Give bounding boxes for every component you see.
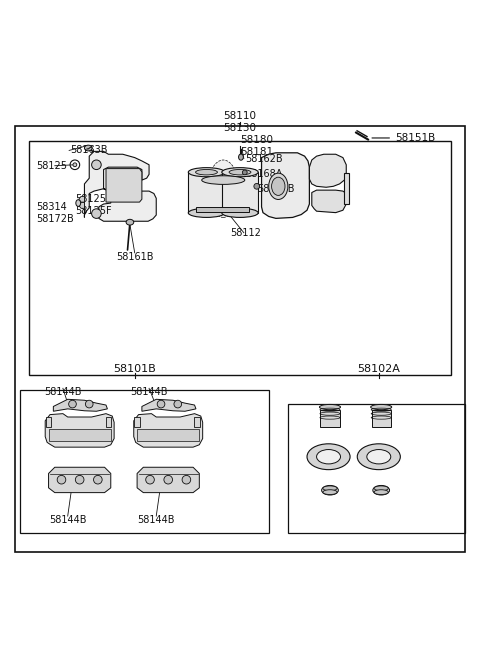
Polygon shape <box>137 429 199 441</box>
Text: 58168A: 58168A <box>245 170 282 179</box>
Circle shape <box>92 209 101 218</box>
Bar <box>106 417 111 427</box>
Text: 58144B: 58144B <box>130 387 168 397</box>
Polygon shape <box>262 153 310 218</box>
Circle shape <box>75 476 84 484</box>
Bar <box>288 404 465 533</box>
Ellipse shape <box>229 170 251 175</box>
Ellipse shape <box>374 490 388 495</box>
Ellipse shape <box>195 170 217 175</box>
Ellipse shape <box>371 404 392 409</box>
Ellipse shape <box>222 208 258 217</box>
Ellipse shape <box>322 485 338 495</box>
Polygon shape <box>84 151 156 221</box>
Ellipse shape <box>374 486 388 491</box>
Text: 58161B: 58161B <box>116 252 154 261</box>
Ellipse shape <box>320 404 340 409</box>
Circle shape <box>57 476 66 484</box>
Text: 58163B: 58163B <box>70 145 108 155</box>
Circle shape <box>254 183 260 189</box>
Ellipse shape <box>202 176 245 185</box>
Circle shape <box>146 476 155 484</box>
Ellipse shape <box>76 200 81 206</box>
Ellipse shape <box>323 490 337 495</box>
Ellipse shape <box>126 219 134 225</box>
Circle shape <box>242 170 247 175</box>
Bar <box>20 390 269 533</box>
Bar <box>188 172 225 213</box>
Ellipse shape <box>188 208 225 217</box>
Circle shape <box>73 163 77 166</box>
Text: 58110
58130: 58110 58130 <box>224 111 256 133</box>
Text: 58101B: 58101B <box>113 364 156 374</box>
Bar <box>15 126 465 552</box>
Ellipse shape <box>373 485 390 495</box>
Text: 58180
58181: 58180 58181 <box>240 135 273 157</box>
Ellipse shape <box>307 444 350 470</box>
Circle shape <box>69 400 76 408</box>
Ellipse shape <box>222 168 258 177</box>
Circle shape <box>94 476 102 484</box>
Bar <box>29 141 451 375</box>
Bar <box>46 417 51 427</box>
Polygon shape <box>79 196 84 202</box>
Text: 58144B: 58144B <box>44 387 82 397</box>
Polygon shape <box>106 168 142 202</box>
Ellipse shape <box>188 168 225 177</box>
Polygon shape <box>48 467 111 493</box>
Bar <box>344 173 349 204</box>
Ellipse shape <box>208 160 239 217</box>
Polygon shape <box>142 400 196 411</box>
Ellipse shape <box>317 449 340 464</box>
Ellipse shape <box>272 178 285 195</box>
Text: 58144B: 58144B <box>49 515 86 525</box>
Bar <box>321 409 339 427</box>
Bar <box>196 207 249 212</box>
Text: 58151B: 58151B <box>396 133 436 143</box>
Ellipse shape <box>323 486 337 491</box>
Text: 58125F
58125F: 58125F 58125F <box>75 194 111 216</box>
Text: 58112: 58112 <box>230 228 261 238</box>
Polygon shape <box>79 202 84 208</box>
Ellipse shape <box>269 173 288 200</box>
Text: 58314
58172B: 58314 58172B <box>36 202 74 223</box>
Polygon shape <box>45 414 114 447</box>
Polygon shape <box>134 414 203 447</box>
Bar <box>222 172 258 213</box>
Ellipse shape <box>84 145 92 151</box>
Ellipse shape <box>357 444 400 470</box>
Circle shape <box>157 400 165 408</box>
Polygon shape <box>53 400 108 411</box>
Text: 58164B: 58164B <box>257 183 294 194</box>
Polygon shape <box>310 154 346 187</box>
Circle shape <box>164 476 172 484</box>
Circle shape <box>92 160 101 170</box>
Text: 58125: 58125 <box>36 160 68 171</box>
Ellipse shape <box>367 449 391 464</box>
Circle shape <box>182 476 191 484</box>
Bar <box>134 417 140 427</box>
Polygon shape <box>137 467 199 493</box>
Circle shape <box>174 400 181 408</box>
Bar <box>372 409 391 427</box>
Text: 58162B: 58162B <box>245 153 282 164</box>
Polygon shape <box>312 190 346 213</box>
Circle shape <box>85 400 93 408</box>
Bar <box>194 417 200 427</box>
Text: 58102A: 58102A <box>357 364 400 374</box>
Ellipse shape <box>239 154 243 160</box>
Text: 58144B: 58144B <box>137 515 175 525</box>
Polygon shape <box>48 429 111 441</box>
